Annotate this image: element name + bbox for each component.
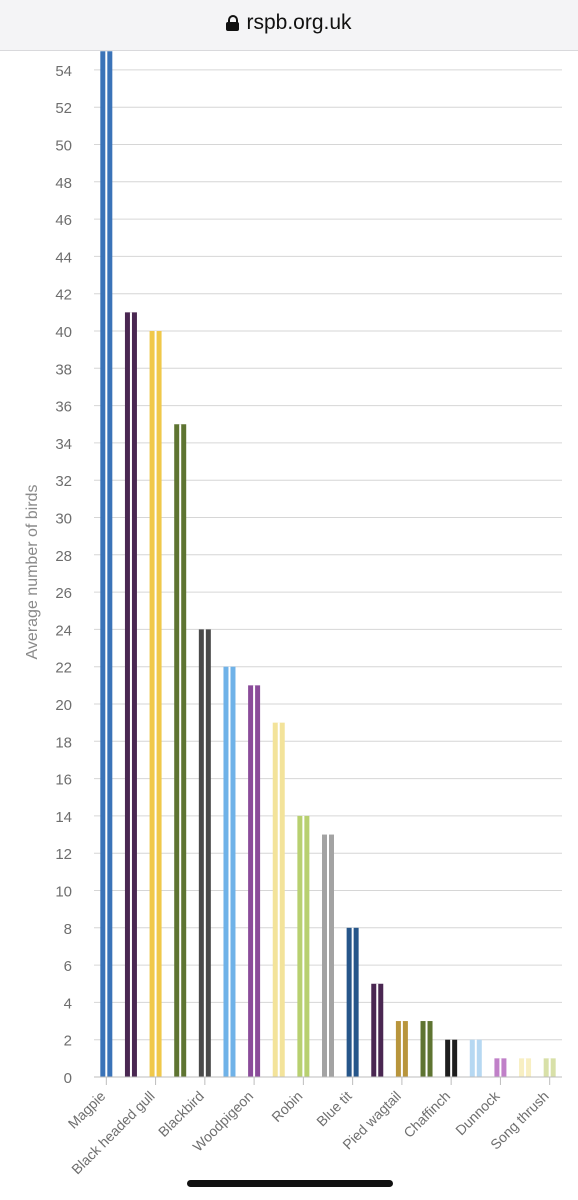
x-tick-label: Blue tit	[313, 1088, 355, 1130]
y-tick-label: 14	[55, 809, 72, 826]
y-tick-label: 2	[64, 1033, 72, 1050]
y-tick-label: 6	[64, 958, 72, 975]
y-tick-label: 24	[55, 622, 72, 639]
y-tick-label: 16	[55, 772, 72, 789]
y-tick-label: 42	[55, 287, 72, 304]
y-tick-label: 10	[55, 884, 72, 901]
x-tick-label: Blackbird	[155, 1088, 207, 1140]
x-tick-label: Magpie	[65, 1088, 109, 1132]
y-axis-label: Average number of birds	[24, 485, 41, 660]
y-tick-label: 32	[55, 473, 72, 490]
y-tick-label: 34	[55, 436, 72, 453]
y-tick-label: 48	[55, 175, 72, 192]
y-tick-label: 0	[64, 1070, 72, 1087]
y-tick-label: 26	[55, 585, 72, 602]
y-tick-label: 28	[55, 548, 72, 565]
bar-chart: 0246810121416182022242628303234363840424…	[24, 51, 562, 1177]
url-display[interactable]: rspb.org.uk	[0, 0, 578, 46]
x-tick-label: Chaffinch	[400, 1088, 453, 1141]
y-tick-label: 18	[55, 734, 72, 751]
home-indicator	[187, 1180, 393, 1187]
y-tick-label: 50	[55, 138, 72, 155]
y-tick-label: 40	[55, 324, 72, 341]
lock-icon	[226, 15, 240, 31]
y-tick-label: 30	[55, 511, 72, 528]
y-tick-label: 52	[55, 100, 72, 117]
y-tick-label: 46	[55, 212, 72, 229]
x-tick-label: Black headed gull	[68, 1088, 157, 1177]
y-tick-label: 12	[55, 846, 72, 863]
x-tick-label: Dunnock	[452, 1087, 503, 1138]
y-tick-label: 4	[64, 995, 72, 1012]
y-tick-label: 8	[64, 921, 72, 938]
y-tick-label: 44	[55, 249, 72, 266]
browser-address-bar[interactable]: rspb.org.uk	[0, 0, 578, 51]
y-tick-label: 38	[55, 361, 72, 378]
x-tick-label: Robin	[268, 1088, 305, 1125]
y-tick-label: 22	[55, 660, 72, 677]
url-text: rspb.org.uk	[246, 11, 352, 34]
y-tick-label: 54	[55, 63, 72, 80]
y-tick-label: 36	[55, 399, 72, 416]
y-tick-label: 20	[55, 697, 72, 714]
